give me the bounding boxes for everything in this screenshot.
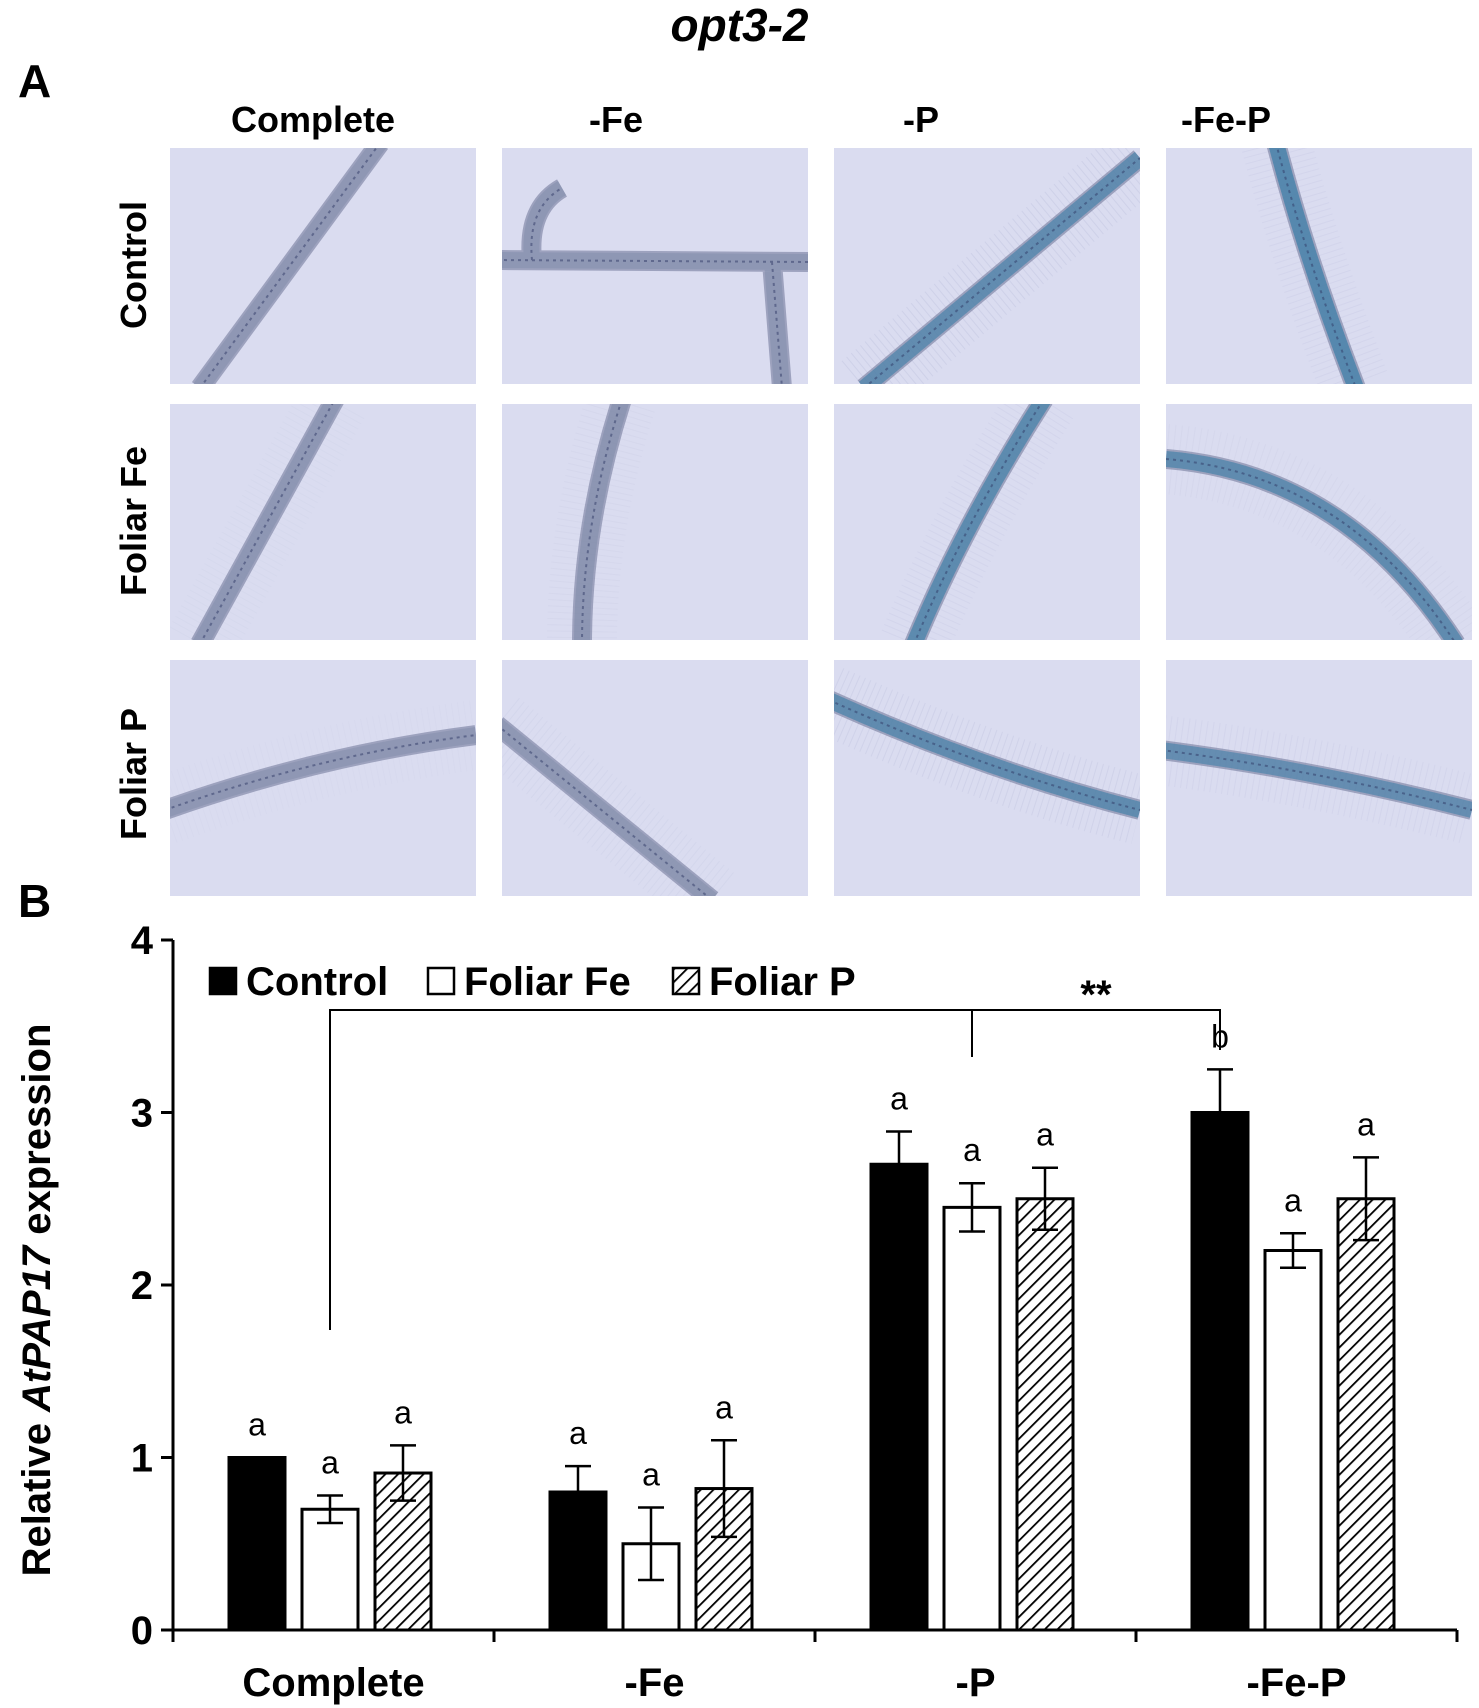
significance-letter: a xyxy=(963,1132,981,1168)
bar-foliar-p-2 xyxy=(1015,1197,1075,1632)
bar-foliar-fe-2 xyxy=(942,1205,1002,1632)
micrograph-foliar-fe-minus-fe xyxy=(502,404,808,640)
micrograph-control-minus-p xyxy=(834,148,1140,384)
micrograph-foliar-fe-complete xyxy=(170,404,476,640)
row-header-foliar-p: Foliar P xyxy=(113,707,154,841)
legend-label: Foliar P xyxy=(709,960,856,1004)
significance-bracket xyxy=(329,1009,1221,1330)
x-tick-label: Complete xyxy=(242,1661,424,1705)
micrograph-control-minus-fe xyxy=(502,148,808,384)
y-axis-label: Relative AtPAP17 expression xyxy=(15,1024,59,1577)
column-header-minus-p: -P xyxy=(903,99,939,140)
micrograph-foliar-p-minus-fe xyxy=(502,660,808,896)
micrograph-foliar-fe-minus-fe-p xyxy=(1166,404,1472,640)
y-tick-label: 1 xyxy=(131,1437,153,1481)
significance-letter: a xyxy=(321,1444,339,1480)
x-tick-label: -P xyxy=(956,1661,996,1705)
micrograph-foliar-p-minus-p xyxy=(834,660,1140,896)
significance-letter: a xyxy=(1036,1117,1054,1153)
significance-stars: ** xyxy=(1080,973,1112,1017)
column-header-minus-fe-p: -Fe-P xyxy=(1181,99,1271,140)
row-header-foliar-fe: Foliar Fe xyxy=(113,445,154,597)
panel-b-label: B xyxy=(18,875,52,927)
micrograph-foliar-p-complete xyxy=(170,660,476,896)
micrograph-foliar-fe-minus-p xyxy=(834,404,1140,640)
panel-a-label: A xyxy=(18,55,52,107)
bar-foliar-fe-3 xyxy=(1263,1249,1323,1632)
legend: Control Foliar Fe Foliar P xyxy=(208,960,856,1004)
y-tick-label: 4 xyxy=(131,919,154,963)
significance-letter: a xyxy=(248,1407,266,1443)
significance-letter: a xyxy=(569,1415,587,1451)
y-tick-label: 2 xyxy=(131,1264,153,1308)
bar-foliar-p-3 xyxy=(1336,1197,1396,1632)
y-tick-label: 3 xyxy=(131,1092,153,1136)
significance-letter: a xyxy=(1357,1106,1375,1142)
micrograph-foliar-p-minus-fe-p xyxy=(1166,660,1472,896)
bar-control-3 xyxy=(1190,1111,1250,1632)
legend-swatch-foliar-fe xyxy=(426,966,456,996)
row-header-control: Control xyxy=(113,201,154,329)
micrograph-control-minus-fe-p xyxy=(1166,148,1472,384)
column-header-minus-fe: -Fe xyxy=(589,99,643,140)
significance-letter: a xyxy=(394,1394,412,1430)
bar-foliar-fe-0 xyxy=(300,1507,360,1632)
legend-label: Control xyxy=(246,960,388,1004)
figure-title: opt3-2 xyxy=(670,0,809,51)
column-header-complete: Complete xyxy=(230,99,396,140)
significance-letter: a xyxy=(890,1080,908,1116)
legend-label: Foliar Fe xyxy=(464,960,631,1004)
bar-control-2 xyxy=(869,1162,929,1632)
bar-control-0 xyxy=(227,1456,287,1632)
x-tick-label: -Fe xyxy=(625,1661,685,1705)
legend-swatch-control xyxy=(208,966,238,996)
micrograph-control-complete xyxy=(170,148,476,384)
significance-letter: a xyxy=(642,1457,660,1493)
x-tick-label: -Fe-P xyxy=(1247,1661,1347,1705)
legend-swatch-foliar-p xyxy=(671,966,701,996)
significance-letter: a xyxy=(715,1389,733,1425)
y-tick-label: 0 xyxy=(131,1609,153,1653)
significance-letter: a xyxy=(1284,1182,1302,1218)
